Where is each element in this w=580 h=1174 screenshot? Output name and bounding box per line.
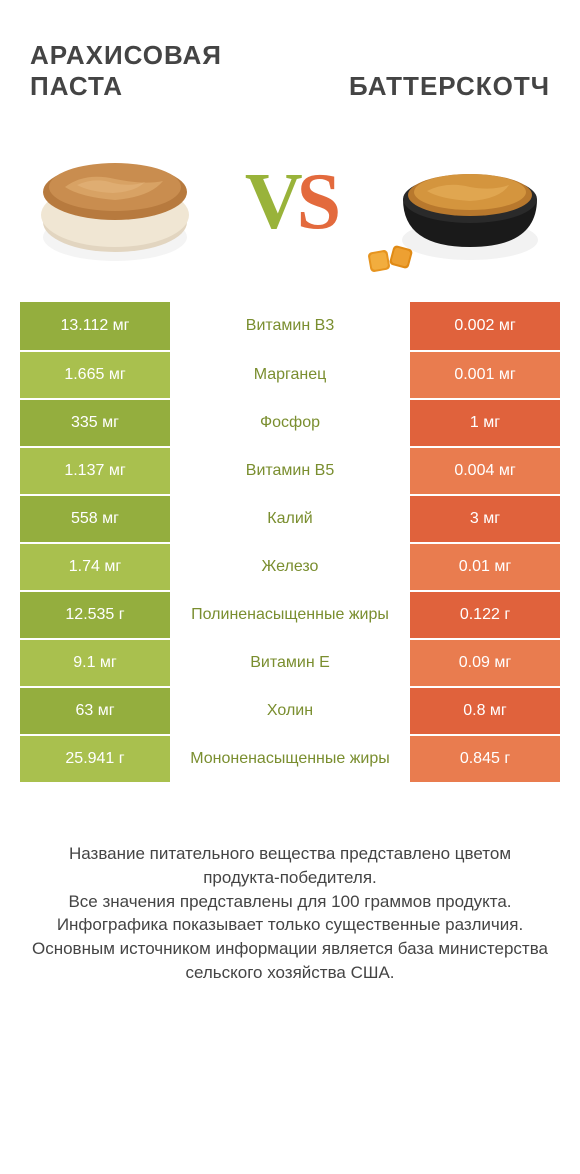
value-right: 0.8 мг xyxy=(410,688,560,734)
footer-line-1: Название питательного вещества представл… xyxy=(30,842,550,890)
footer-line-3: Инфографика показывает только существенн… xyxy=(30,913,550,937)
butterscotch-image xyxy=(385,137,545,267)
nutrition-row: 9.1 мгВитамин E0.09 мг xyxy=(20,638,560,686)
value-right: 0.002 мг xyxy=(410,302,560,350)
title-left-2: ПАСТА xyxy=(30,71,123,101)
footer-notes: Название питательного вещества представл… xyxy=(0,782,580,1015)
nutrient-label: Витамин B5 xyxy=(170,448,410,494)
comparison-infographic: АРАХИСОВАЯ ПАСТА БАТТЕРСКОТЧ VS xyxy=(0,0,580,1015)
nutrient-label: Витамин B3 xyxy=(170,302,410,350)
value-right: 0.001 мг xyxy=(410,352,560,398)
value-right: 0.845 г xyxy=(410,736,560,782)
vs-v: V xyxy=(245,158,297,246)
peanut-butter-image xyxy=(35,137,195,267)
value-right: 3 мг xyxy=(410,496,560,542)
nutrition-row: 1.74 мгЖелезо0.01 мг xyxy=(20,542,560,590)
value-left: 558 мг xyxy=(20,496,170,542)
value-left: 13.112 мг xyxy=(20,302,170,350)
value-left: 9.1 мг xyxy=(20,640,170,686)
footer-line-4: Основным источником информации является … xyxy=(30,937,550,985)
nutrition-row: 335 мгФосфор1 мг xyxy=(20,398,560,446)
images-row: VS xyxy=(0,127,580,302)
nutrient-label: Марганец xyxy=(170,352,410,398)
nutrient-label: Калий xyxy=(170,496,410,542)
nutrient-label: Холин xyxy=(170,688,410,734)
footer-line-2: Все значения представлены для 100 граммо… xyxy=(30,890,550,914)
value-right: 0.09 мг xyxy=(410,640,560,686)
vs-s: S xyxy=(297,158,336,246)
nutrition-row: 63 мгХолин0.8 мг xyxy=(20,686,560,734)
nutrition-row: 13.112 мгВитамин B30.002 мг xyxy=(20,302,560,350)
value-left: 1.74 мг xyxy=(20,544,170,590)
nutrient-label: Фосфор xyxy=(170,400,410,446)
nutrition-table: 13.112 мгВитамин B30.002 мг1.665 мгМарга… xyxy=(0,302,580,782)
nutrition-row: 1.137 мгВитамин B50.004 мг xyxy=(20,446,560,494)
value-left: 335 мг xyxy=(20,400,170,446)
candy-icon xyxy=(363,237,423,277)
nutrient-label: Мононенасыщенные жиры xyxy=(170,736,410,782)
value-left: 1.665 мг xyxy=(20,352,170,398)
nutrient-label: Полиненасыщенные жиры xyxy=(170,592,410,638)
titles-row: АРАХИСОВАЯ ПАСТА БАТТЕРСКОТЧ xyxy=(0,0,580,127)
nutrient-label: Железо xyxy=(170,544,410,590)
nutrition-row: 1.665 мгМарганец0.001 мг xyxy=(20,350,560,398)
value-left: 12.535 г xyxy=(20,592,170,638)
value-right: 1 мг xyxy=(410,400,560,446)
value-left: 63 мг xyxy=(20,688,170,734)
value-right: 0.004 мг xyxy=(410,448,560,494)
value-right: 0.01 мг xyxy=(410,544,560,590)
nutrition-row: 12.535 гПолиненасыщенные жиры0.122 г xyxy=(20,590,560,638)
vs-label: VS xyxy=(245,157,335,248)
product-left-title: АРАХИСОВАЯ ПАСТА xyxy=(30,40,222,102)
nutrition-row: 25.941 гМононенасыщенные жиры0.845 г xyxy=(20,734,560,782)
nutrient-label: Витамин E xyxy=(170,640,410,686)
value-left: 25.941 г xyxy=(20,736,170,782)
value-right: 0.122 г xyxy=(410,592,560,638)
product-right-title: БАТТЕРСКОТЧ xyxy=(349,71,550,102)
value-left: 1.137 мг xyxy=(20,448,170,494)
nutrition-row: 558 мгКалий3 мг xyxy=(20,494,560,542)
title-left-1: АРАХИСОВАЯ xyxy=(30,40,222,70)
